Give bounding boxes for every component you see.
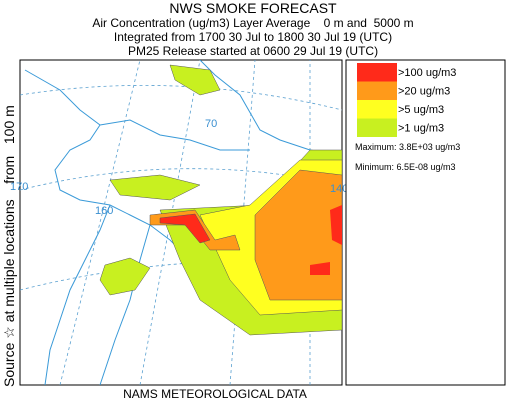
map-label: 170 — [10, 181, 28, 193]
subtitle: Integrated from 1700 30 Jul to 1800 30 J… — [114, 30, 392, 44]
legend-label: >1 ug/m3 — [398, 123, 444, 135]
map-label: 160 — [95, 205, 113, 217]
side-label: Source ☆ at multiple locations from 100 … — [1, 105, 17, 387]
legend-swatch — [357, 81, 397, 100]
legend-label: >20 ug/m3 — [398, 86, 450, 98]
legend-swatch — [357, 118, 397, 137]
title: NWS SMOKE FORECAST — [169, 0, 337, 16]
footer: NAMS METEOROLOGICAL DATA — [123, 387, 307, 401]
map-label: 140 — [330, 183, 348, 195]
map — [19, 59, 343, 386]
legend: >100 ug/m3 >20 ug/m3 >5 ug/m3 >1 ug/m3 — [357, 63, 456, 137]
map-label: 70 — [205, 118, 217, 130]
subtitle: PM25 Release started at 0600 29 Jul 19 (… — [128, 44, 378, 58]
minimum: Minimum: 6.5E-08 ug/m3 — [355, 162, 456, 172]
legend-label: >5 ug/m3 — [398, 104, 444, 116]
legend-swatch — [357, 63, 397, 82]
legend-label: >100 ug/m3 — [398, 67, 456, 79]
subtitle: Air Concentration (ug/m3) Layer Average … — [92, 16, 413, 30]
maximum: Maximum: 3.8E+03 ug/m3 — [355, 142, 460, 152]
legend-swatch — [357, 100, 397, 119]
